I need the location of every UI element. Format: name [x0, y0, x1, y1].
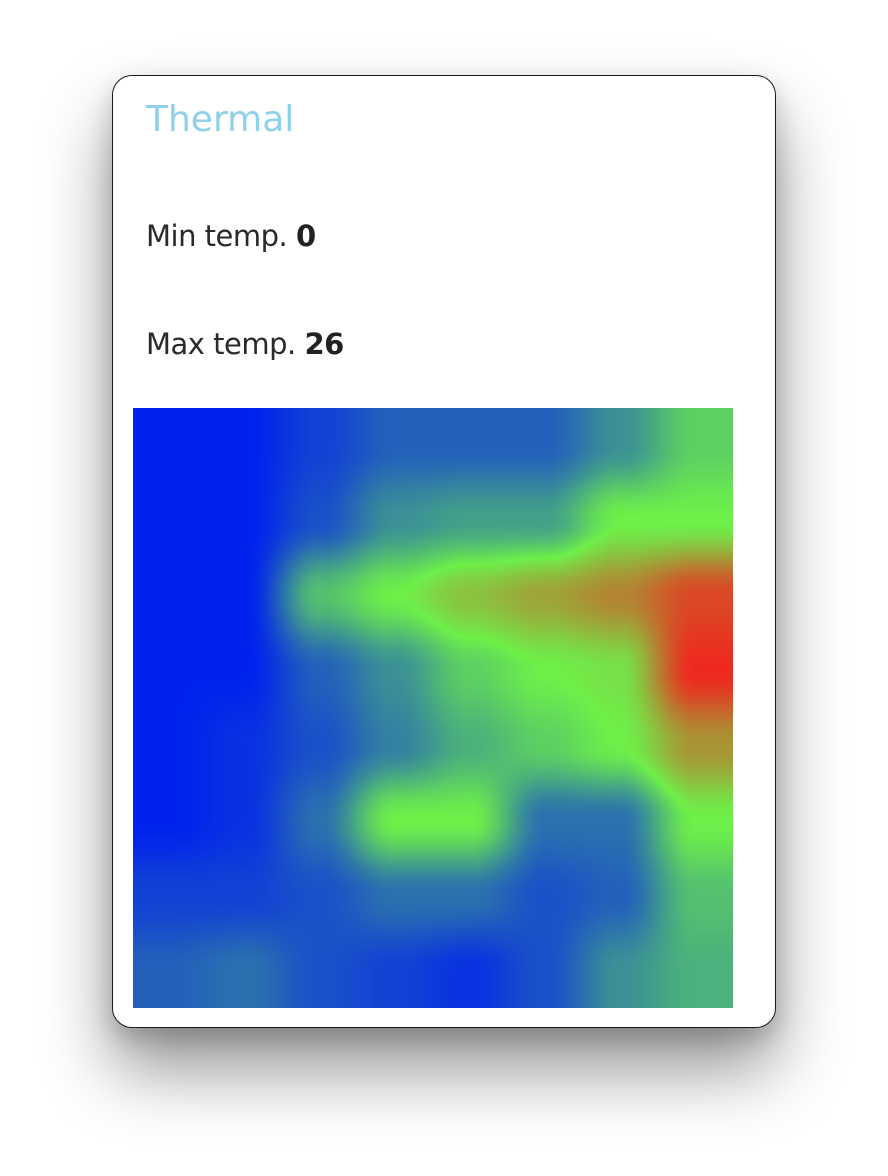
- card-title: Thermal: [146, 99, 295, 140]
- min-temp-label: Min temp.: [146, 219, 288, 253]
- thermal-card: Thermal Min temp. 0 Max temp. 26: [112, 75, 776, 1028]
- max-temp-label: Max temp.: [146, 327, 296, 361]
- min-temp-value: 0: [295, 219, 316, 253]
- thermal-image: [133, 408, 733, 1008]
- max-temp: Max temp. 26: [146, 327, 344, 362]
- min-temp: Min temp. 0: [146, 219, 316, 254]
- max-temp-value: 26: [304, 327, 344, 361]
